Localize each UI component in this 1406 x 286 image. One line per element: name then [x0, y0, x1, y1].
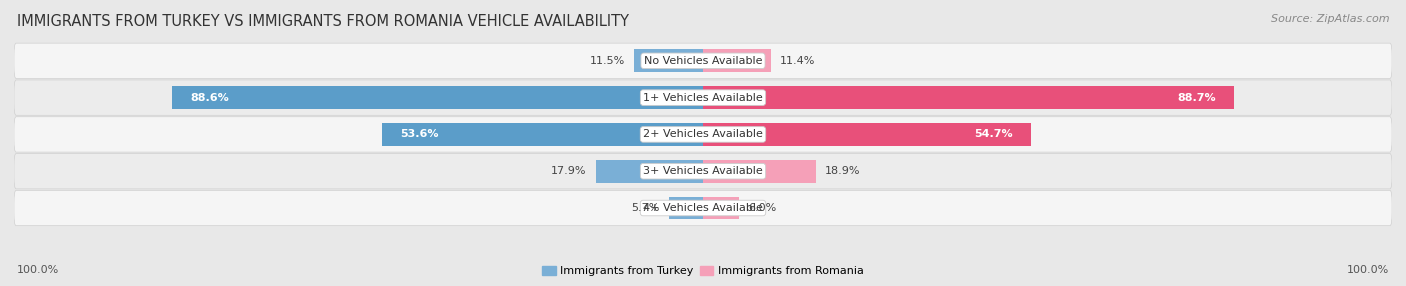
FancyBboxPatch shape [14, 80, 1392, 115]
Text: IMMIGRANTS FROM TURKEY VS IMMIGRANTS FROM ROMANIA VEHICLE AVAILABILITY: IMMIGRANTS FROM TURKEY VS IMMIGRANTS FRO… [17, 14, 628, 29]
Text: 11.4%: 11.4% [780, 56, 815, 66]
Text: 6.0%: 6.0% [748, 203, 776, 213]
Text: 88.6%: 88.6% [190, 93, 229, 103]
Text: 3+ Vehicles Available: 3+ Vehicles Available [643, 166, 763, 176]
Text: 17.9%: 17.9% [551, 166, 586, 176]
Text: 1+ Vehicles Available: 1+ Vehicles Available [643, 93, 763, 103]
Bar [703, 196, 740, 219]
Text: 100.0%: 100.0% [17, 265, 59, 275]
Text: 100.0%: 100.0% [1347, 265, 1389, 275]
Text: 5.7%: 5.7% [631, 203, 659, 213]
FancyBboxPatch shape [14, 154, 1392, 189]
Text: 54.7%: 54.7% [974, 130, 1012, 139]
Text: Source: ZipAtlas.com: Source: ZipAtlas.com [1271, 14, 1389, 24]
Bar [703, 49, 772, 72]
Text: 53.6%: 53.6% [399, 130, 439, 139]
FancyBboxPatch shape [14, 43, 1392, 78]
Bar [703, 86, 1234, 109]
Bar [596, 160, 703, 183]
FancyBboxPatch shape [14, 190, 1392, 226]
Text: 2+ Vehicles Available: 2+ Vehicles Available [643, 130, 763, 139]
Bar [703, 123, 1031, 146]
Text: 11.5%: 11.5% [591, 56, 626, 66]
Legend: Immigrants from Turkey, Immigrants from Romania: Immigrants from Turkey, Immigrants from … [538, 261, 868, 281]
Bar [634, 49, 703, 72]
Bar [172, 86, 703, 109]
Text: 88.7%: 88.7% [1178, 93, 1216, 103]
FancyBboxPatch shape [14, 117, 1392, 152]
Bar [382, 123, 703, 146]
Text: 4+ Vehicles Available: 4+ Vehicles Available [643, 203, 763, 213]
Text: No Vehicles Available: No Vehicles Available [644, 56, 762, 66]
Bar [669, 196, 703, 219]
Text: 18.9%: 18.9% [825, 166, 860, 176]
Bar [703, 160, 817, 183]
